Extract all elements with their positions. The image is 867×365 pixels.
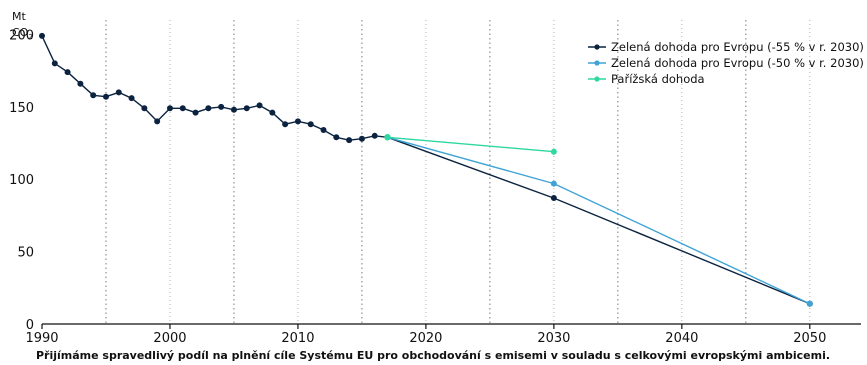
data-point-historic — [371, 132, 378, 139]
series-historic — [39, 32, 391, 144]
series-paris — [387, 136, 557, 155]
data-point-historic — [64, 69, 71, 76]
series-green_deal_50 — [387, 136, 813, 307]
data-point-historic — [192, 109, 199, 116]
data-point-historic — [243, 105, 250, 112]
legend-label: Pařížská dohoda — [611, 72, 705, 86]
x-tick-labels: 1990 2000 2010 2020 2030 2040 2050 — [25, 324, 826, 346]
data-point-historic — [166, 105, 173, 112]
legend-item-green_deal_50: Zelená dohoda pro Evropu (-50 % v r. 203… — [588, 56, 864, 70]
legend-item-paris: Pařížská dohoda — [588, 72, 705, 86]
x-tick-label: 2010 — [281, 331, 314, 346]
data-point-historic — [141, 105, 148, 112]
data-point-junction — [384, 134, 391, 141]
legend-item-green_deal_55: Zelená dohoda pro Evropu (-55 % v r. 203… — [588, 40, 864, 54]
y-tick-label: 0 — [26, 318, 34, 333]
data-point-historic — [90, 92, 97, 99]
legend-label: Zelená dohoda pro Evropu (-55 % v r. 203… — [611, 40, 864, 54]
x-tick-label: 2020 — [409, 331, 442, 346]
legend-swatch-marker — [594, 60, 600, 66]
y-tick-labels: 0 50 100 150 200 — [9, 28, 34, 333]
legend-swatch-marker — [594, 76, 600, 82]
data-point-historic — [205, 105, 212, 112]
data-point-historic — [294, 118, 301, 125]
y-tick-label: 100 — [9, 173, 34, 188]
y-axis-label: Mt CO2 — [12, 10, 33, 41]
x-tick-label: 2050 — [793, 331, 826, 346]
data-point-historic — [154, 118, 161, 125]
series-green_deal_55 — [387, 136, 813, 307]
y-tick-label: 200 — [9, 28, 34, 43]
x-tick-label: 1990 — [25, 331, 58, 346]
x-tick-label: 2000 — [153, 331, 186, 346]
data-point-historic — [307, 121, 314, 128]
data-point-historic — [115, 89, 122, 96]
legend-label: Zelená dohoda pro Evropu (-50 % v r. 203… — [611, 56, 864, 70]
data-point-historic — [269, 109, 276, 116]
data-point-historic — [230, 106, 237, 113]
data-point-historic — [51, 60, 58, 67]
series-line-green_deal_50 — [387, 136, 811, 305]
data-point-historic — [282, 121, 289, 128]
data-point-historic — [358, 135, 365, 142]
data-point-historic — [179, 105, 186, 112]
data-point-paris — [550, 148, 557, 155]
y-tick-label: 150 — [9, 101, 34, 116]
data-point-green_deal_50 — [550, 180, 557, 187]
grid — [105, 20, 811, 324]
series — [39, 32, 813, 307]
y-axis-label-line1: Mt — [12, 10, 26, 23]
data-point-historic — [346, 137, 353, 144]
data-point-historic — [128, 95, 135, 102]
x-tick-label: 2040 — [665, 331, 698, 346]
series-line-historic — [41, 35, 388, 141]
data-point-historic — [218, 103, 225, 110]
data-point-historic — [77, 80, 84, 87]
data-point-historic — [320, 127, 327, 134]
data-point-historic — [39, 32, 45, 39]
chart-caption: Přijímáme spravedlivý podíl na plnění cí… — [36, 349, 830, 362]
y-axis-label-line2: CO2 — [12, 26, 33, 41]
data-point-historic — [333, 134, 340, 141]
series-line-paris — [387, 136, 554, 153]
x-tick-label: 2030 — [537, 331, 570, 346]
series-line-green_deal_55 — [387, 136, 811, 305]
y-tick-label: 50 — [17, 246, 34, 261]
data-point-historic — [102, 93, 109, 100]
data-point-green_deal_55 — [550, 195, 557, 202]
legend-swatch-marker — [594, 44, 600, 50]
legend: Zelená dohoda pro Evropu (-55 % v r. 203… — [588, 40, 864, 86]
data-point-historic — [256, 102, 263, 109]
data-point-green_deal_50 — [806, 300, 813, 307]
